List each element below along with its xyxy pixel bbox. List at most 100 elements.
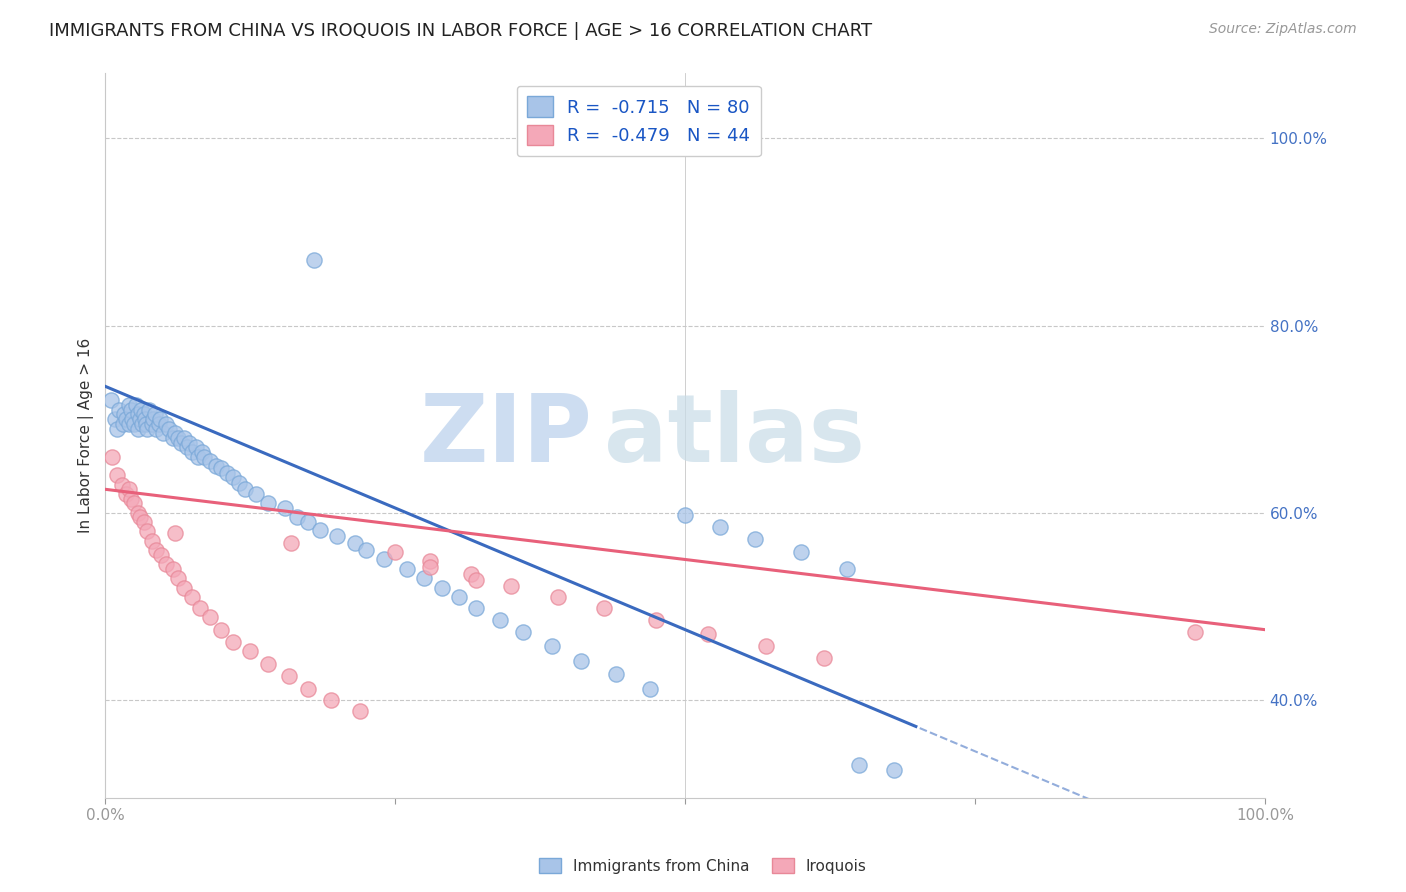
Point (138, 402, 160, 417)
Point (145, 421, 167, 435)
Point (131, 402, 153, 417)
Point (163, 526, 186, 541)
Point (134, 412, 156, 426)
Point (569, 654, 592, 668)
Point (709, 520, 731, 534)
Point (136, 421, 159, 435)
Point (167, 431, 190, 445)
Point (593, 601, 616, 615)
Point (148, 417, 170, 431)
Point (302, 253, 325, 268)
Point (129, 412, 152, 426)
Point (152, 426, 174, 441)
Legend: R =  -0.715   N = 80, R =  -0.479   N = 44: R = -0.715 N = 80, R = -0.479 N = 44 (516, 86, 761, 156)
Point (108, 402, 131, 417)
Point (228, 475, 250, 490)
Point (512, 625, 534, 640)
Point (673, 508, 696, 522)
Point (813, 650, 835, 665)
Point (117, 398, 139, 412)
Point (170, 435, 193, 450)
Point (697, 627, 720, 641)
Point (256, 657, 278, 672)
Point (883, 763, 905, 777)
Point (141, 417, 163, 431)
Point (501, 579, 523, 593)
Point (343, 535, 366, 549)
Point (135, 417, 157, 431)
Point (198, 454, 221, 468)
Point (349, 704, 371, 718)
Point (187, 450, 209, 464)
Point (280, 535, 302, 549)
Point (120, 402, 142, 417)
Point (395, 562, 418, 576)
Point (605, 666, 627, 681)
Text: IMMIGRANTS FROM CHINA VS IROQUOIS IN LABOR FORCE | AGE > 16 CORRELATION CHART: IMMIGRANTS FROM CHINA VS IROQUOIS IN LAB… (49, 22, 872, 40)
Point (222, 635, 245, 649)
Point (645, 613, 668, 627)
Point (274, 501, 297, 516)
Point (460, 566, 482, 581)
Point (127, 506, 149, 520)
Point (155, 557, 177, 571)
Point (297, 681, 319, 696)
Point (373, 552, 395, 566)
Point (100, 393, 122, 408)
Text: Source: ZipAtlas.com: Source: ZipAtlas.com (1209, 22, 1357, 37)
Point (124, 398, 146, 412)
Point (245, 487, 267, 501)
Point (177, 435, 200, 450)
Point (145, 543, 167, 558)
Point (209, 460, 232, 475)
Point (540, 639, 562, 653)
Point (173, 431, 195, 445)
Point (309, 523, 332, 537)
Point (132, 408, 155, 422)
Point (115, 487, 138, 501)
Y-axis label: In Labor Force | Age > 16: In Labor Force | Age > 16 (79, 338, 94, 533)
Point (447, 590, 470, 604)
Point (141, 533, 163, 548)
Point (193, 450, 215, 464)
Point (136, 524, 159, 539)
Point (326, 529, 349, 543)
Point (465, 573, 488, 587)
Point (181, 445, 204, 459)
Point (297, 515, 319, 529)
Point (1184, 625, 1206, 640)
Point (117, 483, 139, 497)
Point (181, 590, 204, 604)
Point (190, 601, 212, 615)
Point (419, 560, 441, 574)
Point (111, 417, 134, 431)
Point (321, 693, 343, 707)
Point (744, 532, 766, 546)
Point (117, 417, 139, 431)
Point (239, 644, 262, 658)
Point (127, 421, 149, 435)
Point (104, 412, 127, 426)
Point (837, 562, 859, 576)
Point (155, 417, 177, 431)
Point (356, 543, 378, 558)
Point (209, 623, 232, 637)
Point (143, 408, 166, 422)
Point (124, 417, 146, 431)
Point (149, 412, 172, 426)
Point (277, 669, 299, 683)
Text: atlas: atlas (605, 390, 865, 482)
Point (790, 545, 813, 559)
Point (162, 562, 184, 576)
Point (233, 483, 256, 497)
Point (547, 590, 569, 604)
Point (167, 571, 190, 585)
Point (198, 610, 221, 624)
Point (176, 440, 198, 454)
Point (465, 601, 488, 615)
Point (419, 554, 441, 568)
Point (124, 496, 146, 510)
Point (131, 417, 153, 431)
Point (105, 421, 128, 435)
Point (190, 445, 212, 459)
